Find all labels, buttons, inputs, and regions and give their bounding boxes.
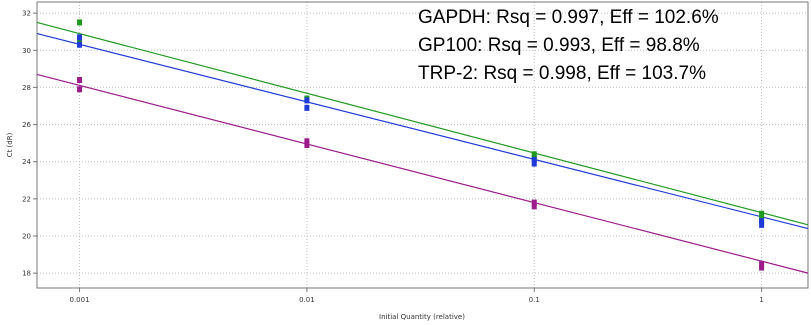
y-tick-label: 32 <box>22 10 31 18</box>
y-tick-label: 28 <box>22 84 31 92</box>
annotation-gapdh: GAPDH: Rsq = 0.997, Eff = 102.6% <box>418 7 719 28</box>
data-point-series-1 <box>304 104 310 111</box>
x-tick-label: 1 <box>759 296 763 304</box>
data-point-series-2 <box>77 77 83 83</box>
x-axis-label: Initial Quantity (relative) <box>379 313 465 321</box>
data-point-series-1 <box>759 218 765 225</box>
data-point-series-2 <box>759 260 765 267</box>
y-tick-label: 20 <box>22 233 31 241</box>
y-tick-label: 30 <box>22 47 31 55</box>
y-axis-label: Ct (dR) <box>6 132 14 157</box>
data-point-series-0 <box>531 151 537 158</box>
data-point-series-0 <box>77 19 83 26</box>
data-point-series-2 <box>304 138 310 145</box>
y-tick-label: 24 <box>22 158 31 166</box>
data-point-series-1 <box>77 41 83 48</box>
data-point-series-1 <box>531 160 537 167</box>
data-point-series-2 <box>304 142 310 148</box>
x-tick-label: 0.001 <box>70 296 90 304</box>
data-point-series-1 <box>304 97 310 104</box>
x-tick-label: 0.1 <box>529 296 540 304</box>
data-point-series-2 <box>531 199 537 206</box>
x-tick-labels: 0.001 0.01 0.1 1 <box>70 296 764 304</box>
x-tick-label: 0.01 <box>299 296 315 304</box>
y-tick-label: 26 <box>22 121 31 129</box>
data-point-series-1 <box>77 34 83 41</box>
data-point-series-2 <box>77 86 83 93</box>
fit-line-series-1 <box>36 32 809 230</box>
fit-statistics-annotations: GAPDH: Rsq = 0.997, Eff = 102.6% GP100: … <box>418 7 719 84</box>
fit-line-series-0 <box>36 21 809 226</box>
fit-line-series-2 <box>36 73 809 274</box>
data-point-series-0 <box>759 210 765 217</box>
data-points <box>77 19 765 271</box>
data-point-series-2 <box>531 203 537 210</box>
y-tick-label: 22 <box>22 195 31 203</box>
fit-lines <box>36 21 809 274</box>
data-point-series-1 <box>531 156 537 163</box>
data-point-series-2 <box>759 264 765 271</box>
data-point-series-1 <box>759 221 765 228</box>
y-tick-labels: 18 20 22 24 26 28 30 32 <box>22 10 31 278</box>
grid-lines <box>33 2 808 292</box>
y-tick-label: 18 <box>22 270 31 278</box>
annotation-gp100: GP100: Rsq = 0.993, Eff = 98.8% <box>418 35 700 56</box>
plot-area-frame <box>36 1 809 289</box>
annotation-trp2: TRP-2: Rsq = 0.998, Eff = 103.7% <box>418 63 706 84</box>
